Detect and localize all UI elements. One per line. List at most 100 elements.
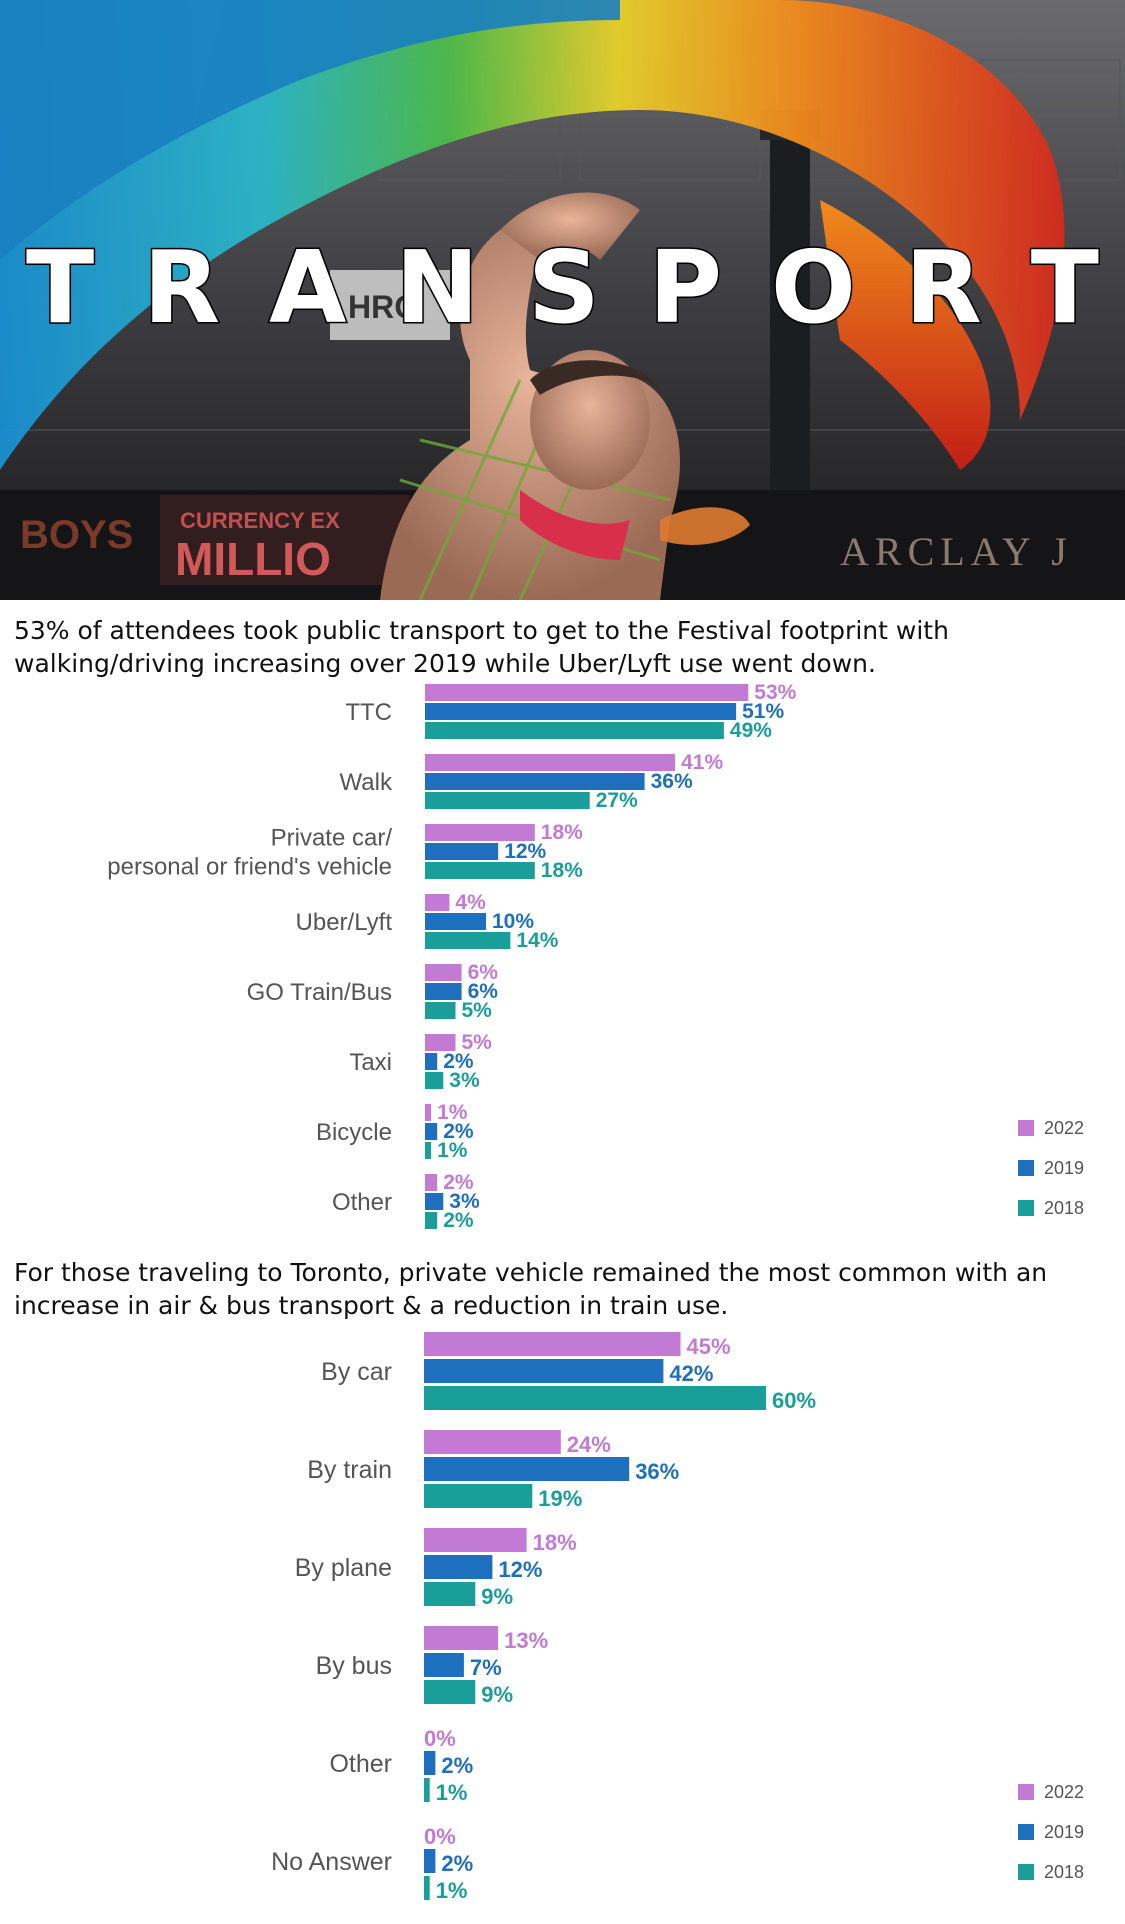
data-label-2022: 41% bbox=[681, 751, 723, 774]
category-label: personal or friend's vehicle bbox=[107, 853, 392, 880]
category-label: Other bbox=[329, 1750, 392, 1778]
bar-2019 bbox=[425, 703, 737, 720]
data-label-2018: 9% bbox=[481, 1584, 513, 1609]
sign-hro: HRO bbox=[348, 289, 419, 325]
sign-barclay: ARCLAY J bbox=[840, 529, 1073, 574]
data-label-2022: 4% bbox=[455, 891, 486, 914]
hero-title-letter: P bbox=[647, 229, 723, 346]
bar-2018 bbox=[425, 1142, 432, 1159]
data-label-2022: 53% bbox=[754, 681, 796, 704]
bar-2019 bbox=[424, 1653, 464, 1677]
data-label-2022: 0% bbox=[424, 1824, 456, 1849]
bar-2019 bbox=[425, 1123, 438, 1140]
bar-2018 bbox=[424, 1778, 430, 1802]
bar-2022 bbox=[425, 1034, 456, 1051]
legend-label-2018: 2018 bbox=[1044, 1862, 1084, 1882]
category-label: Bicycle bbox=[316, 1119, 392, 1146]
data-label-2019: 3% bbox=[449, 1190, 480, 1213]
bar-2018 bbox=[425, 792, 590, 809]
category-label: By train bbox=[307, 1456, 392, 1484]
bar-2022 bbox=[425, 684, 749, 701]
bar-2018 bbox=[424, 1386, 766, 1410]
legend-swatch-2019 bbox=[1018, 1160, 1034, 1176]
data-label-2022: 13% bbox=[504, 1628, 548, 1653]
data-label-2019: 2% bbox=[443, 1050, 474, 1073]
data-label-2019: 2% bbox=[443, 1120, 474, 1143]
data-label-2022: 18% bbox=[541, 821, 583, 844]
chart-toronto-travel: By car 45% 42% 60% By train 24% 36% 19% By plane… bbox=[0, 1324, 1125, 1924]
legend-label-2019: 2019 bbox=[1044, 1822, 1084, 1842]
bar-2018 bbox=[424, 1876, 430, 1900]
hero-title-letter: A bbox=[267, 229, 347, 346]
hero-title-letter: R bbox=[142, 229, 222, 346]
chart-svg: By car 45%42% 60% By train 24% 36% 19% By plane… bbox=[271, 1332, 1084, 1903]
legend-swatch-2022 bbox=[1018, 1784, 1034, 1800]
sign-boys: BOYS bbox=[20, 513, 133, 557]
bar-2019 bbox=[424, 1555, 493, 1579]
hero-photo: BOYS CURRENCY EX MILLIO ARCLAY J HRO bbox=[0, 0, 1125, 600]
category-label: Private car/ bbox=[271, 825, 393, 852]
bar-2018 bbox=[425, 1212, 438, 1229]
bar-2018 bbox=[424, 1582, 476, 1606]
legend-label-2019: 2019 bbox=[1044, 1158, 1084, 1178]
data-label-2019: 12% bbox=[498, 1557, 542, 1582]
data-label-2022: 45% bbox=[687, 1334, 731, 1359]
chart-svg: TTC 53%51%49% Walk 41%36% 27% Private car/per… bbox=[107, 681, 1084, 1232]
data-label-2022: 2% bbox=[443, 1171, 474, 1194]
data-label-2018: 18% bbox=[541, 859, 583, 882]
bar-2019 bbox=[425, 773, 645, 790]
category-label: No Answer bbox=[271, 1848, 392, 1876]
bar-2018 bbox=[425, 862, 535, 879]
category-label: Other bbox=[332, 1189, 392, 1216]
data-label-2018: 1% bbox=[436, 1780, 468, 1805]
hero-title-letter: T bbox=[1029, 229, 1100, 346]
bar-2018 bbox=[424, 1484, 533, 1508]
data-label-2022: 5% bbox=[462, 1031, 493, 1054]
data-label-2022: 6% bbox=[468, 961, 499, 984]
category-label: GO Train/Bus bbox=[247, 979, 392, 1006]
data-label-2019: 6% bbox=[468, 980, 499, 1003]
data-label-2022: 1% bbox=[437, 1101, 468, 1124]
bar-2019 bbox=[424, 1457, 630, 1481]
sign-millio: MILLIO bbox=[175, 533, 331, 585]
data-label-2019: 2% bbox=[441, 1851, 473, 1876]
data-label-2022: 24% bbox=[567, 1432, 611, 1457]
bar-2022 bbox=[425, 1104, 432, 1121]
bar-2019 bbox=[424, 1359, 664, 1383]
data-label-2018: 2% bbox=[443, 1209, 474, 1232]
data-label-2019: 51% bbox=[742, 700, 784, 723]
data-label-2018: 19% bbox=[538, 1486, 582, 1511]
data-label-2018: 9% bbox=[481, 1682, 513, 1707]
category-label: Uber/Lyft bbox=[296, 909, 393, 936]
bar-2022 bbox=[425, 894, 450, 911]
category-label: By car bbox=[321, 1358, 392, 1386]
hero-title-letter: R bbox=[903, 229, 983, 346]
category-label: By bus bbox=[316, 1652, 392, 1680]
data-label-2019: 12% bbox=[504, 840, 546, 863]
hero-title-letter: T bbox=[24, 229, 95, 346]
bar-2022 bbox=[425, 824, 535, 841]
bar-2018 bbox=[425, 1072, 444, 1089]
legend-swatch-2022 bbox=[1018, 1120, 1034, 1136]
legend-swatch-2018 bbox=[1018, 1200, 1034, 1216]
caption-festival-transport: 53% of attendees took public transport t… bbox=[14, 616, 949, 678]
bar-2022 bbox=[424, 1332, 681, 1356]
data-label-2018: 14% bbox=[516, 929, 558, 952]
bar-2022 bbox=[424, 1430, 561, 1454]
data-label-2018: 1% bbox=[437, 1139, 468, 1162]
data-label-2019: 2% bbox=[441, 1753, 473, 1778]
hero-title-letter: N bbox=[394, 229, 481, 346]
data-label-2018: 27% bbox=[596, 789, 638, 812]
legend-label-2022: 2022 bbox=[1044, 1782, 1084, 1802]
bar-2022 bbox=[424, 1528, 527, 1552]
caption-toronto-travel: For those traveling to Toronto, private … bbox=[14, 1258, 1048, 1320]
hero-title-letter: S bbox=[526, 229, 601, 346]
bar-2019 bbox=[425, 983, 462, 1000]
data-label-2018: 5% bbox=[462, 999, 493, 1022]
data-label-2019: 7% bbox=[470, 1655, 502, 1680]
category-label: By plane bbox=[295, 1554, 392, 1582]
bar-2019 bbox=[424, 1751, 436, 1775]
bar-2022 bbox=[424, 1626, 499, 1650]
bar-2022 bbox=[425, 964, 462, 981]
